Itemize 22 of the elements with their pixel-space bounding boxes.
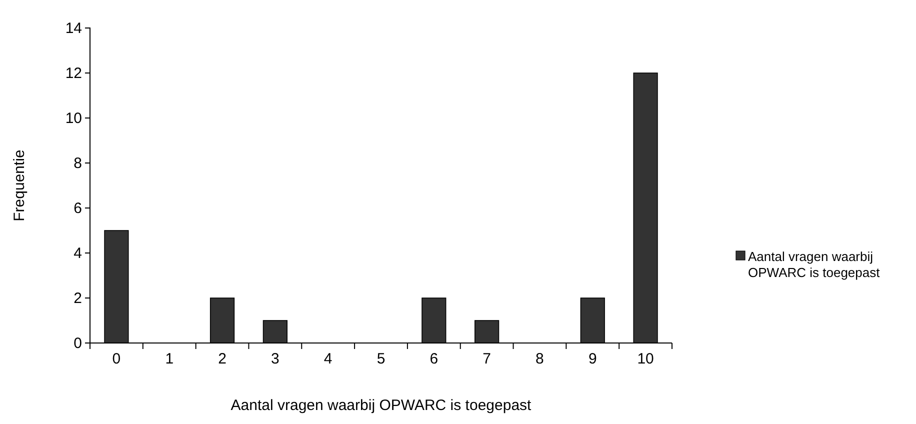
y-tick-label: 2	[74, 290, 82, 307]
x-tick-label: 9	[588, 350, 597, 368]
x-tick-label: 4	[324, 350, 332, 368]
x-tick-label: 8	[536, 350, 544, 368]
y-axis-title: Frequentie	[11, 150, 28, 222]
x-tick-label: 5	[376, 350, 386, 368]
x-tick-label: 3	[271, 350, 280, 368]
x-tick-label: 0	[112, 350, 121, 368]
x-axis-title: Aantal vragen waarbij OPWARC is toegepast	[230, 397, 532, 414]
y-tick-label: 6	[74, 200, 82, 217]
x-tick-label: 1	[165, 350, 174, 368]
x-tick-label: 7	[482, 350, 491, 368]
y-tick-label: 12	[65, 64, 82, 82]
y-tick-label: 14	[65, 20, 82, 37]
y-tick-label: 4	[74, 244, 82, 262]
x-tick-label: 6	[430, 350, 438, 368]
x-tick-label: 2	[218, 350, 226, 368]
x-tick-label: 10	[637, 350, 654, 368]
y-tick-label: 10	[65, 110, 82, 127]
y-tick-label: 8	[74, 154, 82, 172]
legend-label: Aantal vragen waarbij OPWARC is toegepast	[748, 249, 880, 280]
y-tick-label: 0	[74, 334, 82, 352]
